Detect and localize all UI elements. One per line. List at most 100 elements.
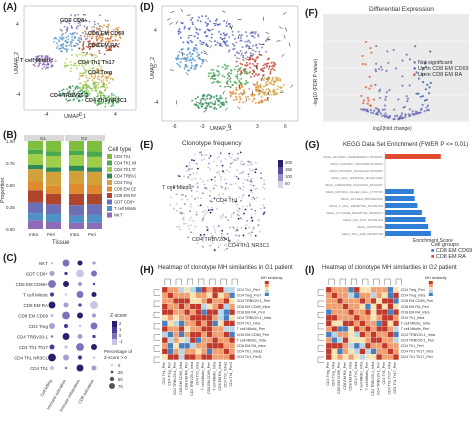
- heatmap-cell: [332, 287, 338, 293]
- umap-d-point: [265, 40, 267, 42]
- heatmap-cell: [224, 315, 230, 321]
- clonotype-point: [240, 151, 242, 153]
- heatmap-cell: [190, 343, 196, 349]
- bar-b-legend-label: CD4 TRBV20-1: [114, 174, 136, 179]
- heatmap-legend-gradient: [265, 293, 269, 296]
- kegg-pathway-label: KEGG_ANTIGEN_PROCESSING: [341, 197, 383, 201]
- heatmap-dendrogram: [374, 279, 380, 285]
- umap-d-point: [263, 85, 265, 87]
- umap-a-point: [82, 45, 84, 47]
- heatmap-row-label: CD8 EM CD69_Intra: [237, 305, 270, 309]
- heatmap-cell: [388, 321, 394, 327]
- heatmap-cell: [354, 293, 360, 299]
- umap-a-point: [82, 55, 84, 57]
- heatmap-cell: [382, 337, 388, 343]
- volcano-point: [394, 118, 396, 120]
- heatmap-cell: [360, 337, 366, 343]
- umap-a-point: [76, 54, 78, 56]
- heatmap-cell: [162, 332, 168, 338]
- umap-a-point: [112, 40, 114, 42]
- heatmap-col-label: CD8 EM CD69_Intra: [179, 362, 183, 395]
- volcano-point: [414, 45, 416, 47]
- umap-d-point: [209, 20, 211, 22]
- clonotype-point: [252, 228, 254, 230]
- heatmap-row-label: CD4 Treg_Peri: [237, 294, 261, 298]
- umap-d-point: [249, 42, 251, 44]
- dot-c-point: [92, 313, 96, 317]
- heatmap-cell: [162, 304, 168, 310]
- heatmap-dendrogram: [396, 279, 402, 285]
- umap-a-point: [61, 89, 63, 91]
- umap-d-point: [178, 33, 180, 35]
- heatmap-cell: [337, 332, 343, 338]
- umap-d-point: [232, 91, 234, 93]
- umap-a-point: [105, 38, 107, 40]
- umap-d-point: [232, 34, 234, 36]
- heatmap-cell: [207, 343, 213, 349]
- heatmap-cell: [354, 315, 360, 321]
- stacked-bar-segment: [28, 181, 43, 190]
- umap-a-point: [107, 25, 109, 27]
- clonotype-point: [231, 153, 233, 155]
- umap-d-point: [204, 31, 206, 33]
- umap-a-point: [80, 39, 82, 41]
- umap-d-point: [247, 96, 249, 98]
- volcano-point: [401, 75, 403, 77]
- heatmap-cell: [376, 326, 382, 332]
- umap-d-point: [193, 35, 195, 37]
- heatmap-cell: [207, 304, 213, 310]
- umap-d-point: [224, 68, 226, 70]
- umap-a-point: [70, 43, 72, 45]
- clonotype-point: [231, 214, 233, 216]
- umap-a-point: [66, 58, 68, 60]
- heatmap-cell: [354, 287, 360, 293]
- umap-d-point: [202, 59, 204, 61]
- heatmap-cell: [207, 293, 213, 299]
- umap-d-point: [266, 94, 268, 96]
- heatmap-cell: [196, 298, 202, 304]
- umap-d-point: [189, 51, 191, 53]
- clonotype-point: [192, 172, 194, 174]
- umap-d-point: [228, 36, 230, 38]
- dot-c-point: [50, 366, 54, 370]
- volcano-point: [428, 86, 430, 88]
- stacked-bar-segment: [46, 172, 61, 186]
- dot-c-point: [90, 301, 98, 309]
- kegg-pathway-label: KEGG_T_CELL_RECEPTOR_SIGNALING: [329, 204, 383, 208]
- umap-a-point: [107, 20, 109, 22]
- heatmap-cell: [393, 343, 399, 349]
- umap-a-point: [79, 24, 81, 26]
- heatmap-legend-gradient: [265, 290, 269, 293]
- dot-c-row-label: CD4 TRBV20-1: [17, 335, 49, 340]
- umap-a-point: [67, 39, 69, 41]
- umap-a-point: [107, 87, 109, 89]
- heatmap-cell: [218, 321, 224, 327]
- heatmap-cell: [360, 293, 366, 299]
- heatmap-cell: [201, 304, 207, 310]
- kegg-bar: [385, 224, 428, 229]
- kegg-pathway-label: KEGG_NATURAL_KILLER_CELL_CYTOTOX: [326, 190, 383, 194]
- umap-a-point: [91, 88, 93, 90]
- clonotype-point: [260, 177, 262, 179]
- umap-d-point: [264, 77, 266, 79]
- kegg-bar: [385, 217, 426, 222]
- clonotype-legend-tick: 50: [285, 181, 290, 186]
- clonotype-point: [188, 165, 190, 167]
- volcano-point: [385, 96, 387, 98]
- heatmap-cell: [354, 321, 360, 327]
- heatmap-col-label: CD4 Treg_Peri: [326, 362, 330, 386]
- volcano-ylabel: -log10 (FDR P value): [313, 59, 319, 106]
- umap-d-point: [266, 66, 268, 68]
- heatmap-row-label: CD4 TRBV20-1_Peri: [401, 338, 434, 342]
- clonotype-legend-gradient: [278, 174, 283, 181]
- kegg-title: KEGG Data Set Enrichment (FWER P <= 0.01…: [343, 142, 468, 148]
- umap-d-point: [200, 105, 202, 107]
- heatmap-cell: [343, 321, 349, 327]
- umap-a-point: [45, 68, 47, 70]
- heatmap-cell: [179, 293, 185, 299]
- heatmap-cell: [224, 354, 230, 360]
- umap-a-point: [109, 38, 111, 40]
- heatmap-cell: [196, 354, 202, 360]
- umap-a-label-gdt: GDT CD8+: [60, 18, 87, 24]
- heatmap-cell: [190, 315, 196, 321]
